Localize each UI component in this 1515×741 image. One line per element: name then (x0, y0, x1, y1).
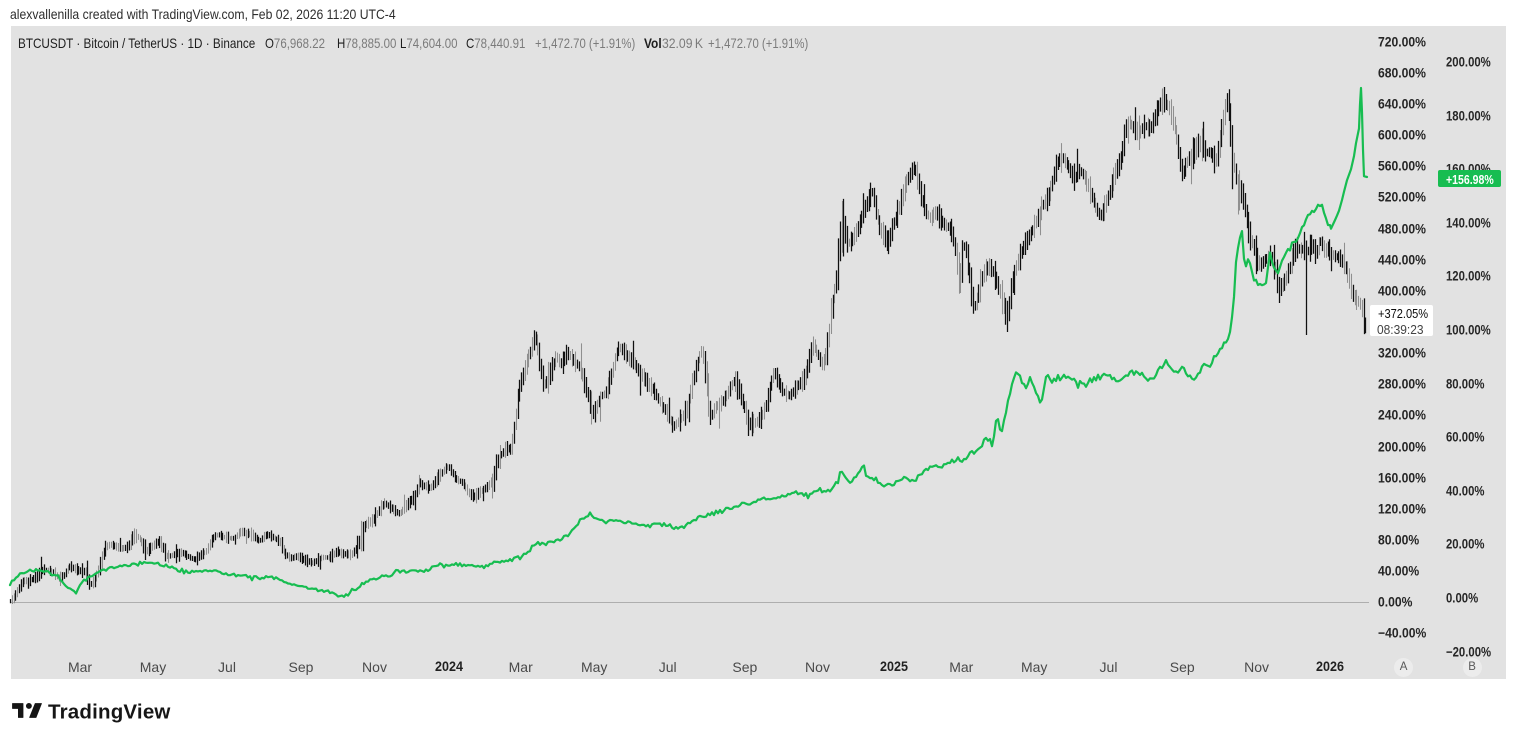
svg-text:TradingView: TradingView (48, 701, 171, 724)
